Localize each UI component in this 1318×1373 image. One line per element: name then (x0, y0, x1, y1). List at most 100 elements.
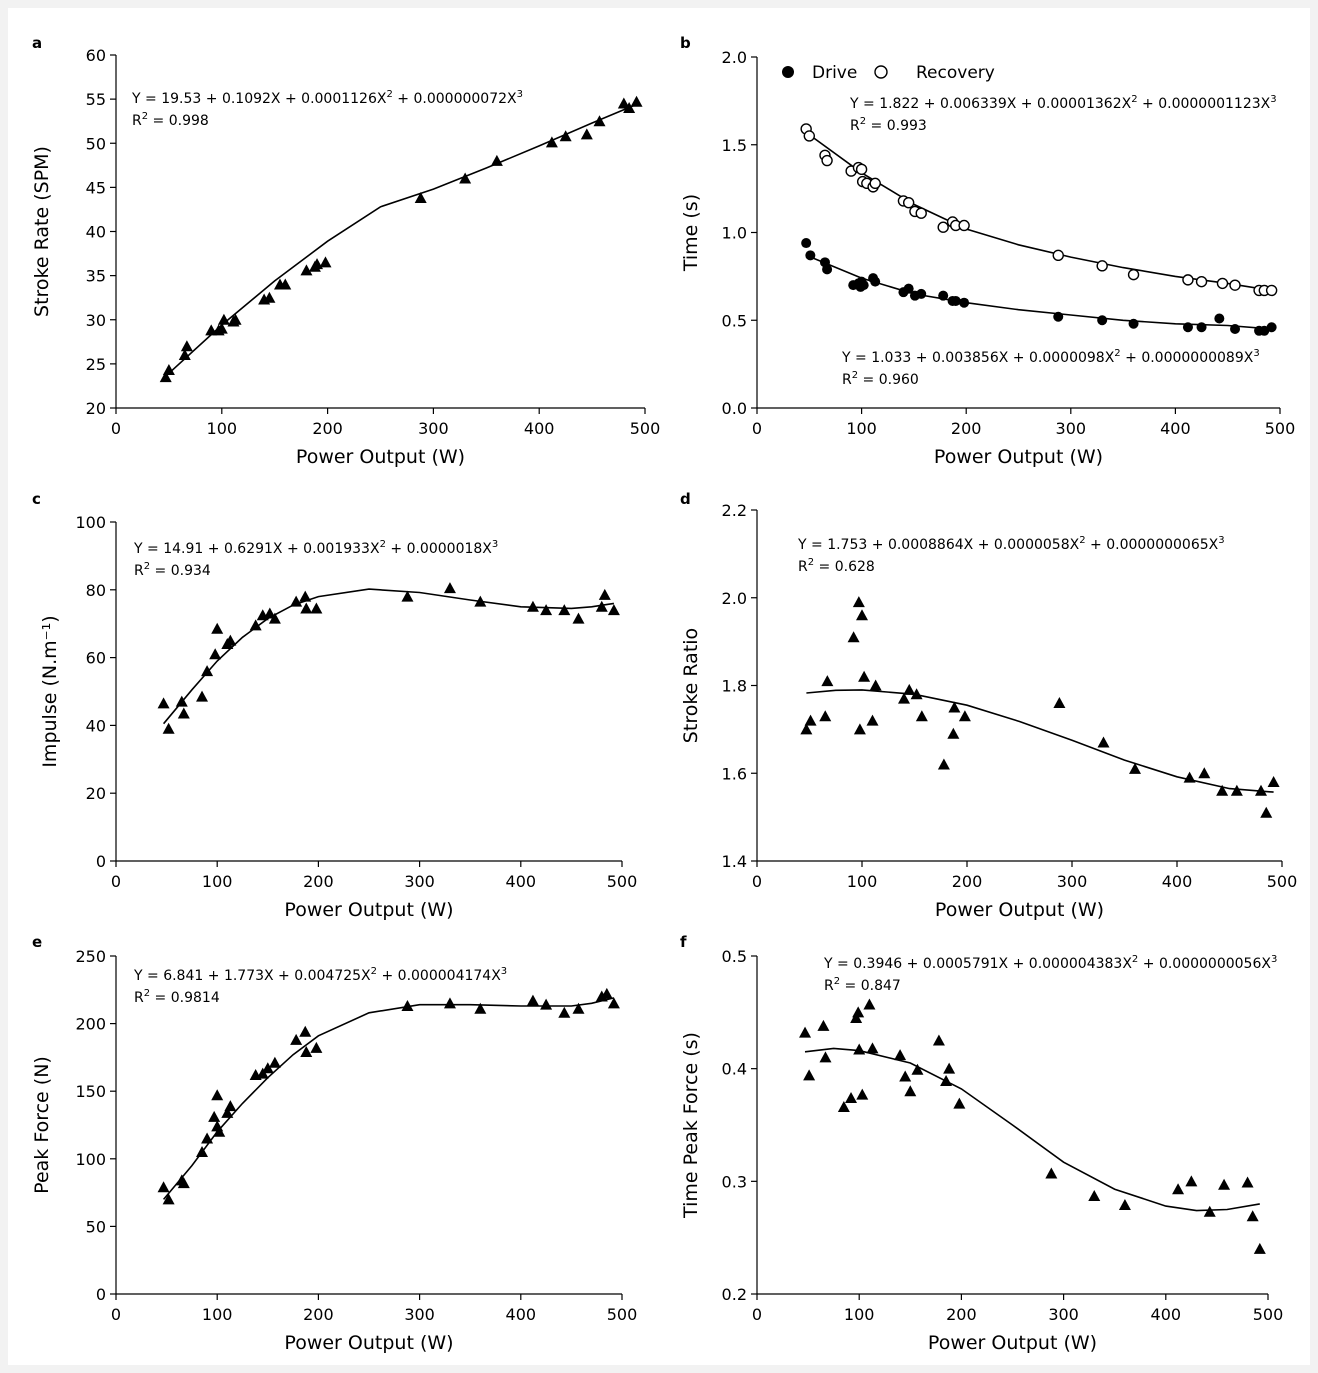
x-tick-label: 300 (418, 419, 449, 438)
equation-part: + (1008, 956, 1029, 972)
data-point-triangle (401, 1000, 414, 1012)
equation-part: 0.0000000089X (1141, 350, 1253, 366)
r-squared-value: 0.993 (887, 118, 927, 134)
r-squared-equals: = (866, 118, 887, 134)
y-tick-label: 2.0 (722, 48, 747, 67)
equation-exponent: 2 (371, 966, 377, 977)
y-tick-label: 0.3 (722, 1172, 747, 1191)
data-point-triangle (211, 1089, 224, 1101)
panel-b: b 0 100 200 300 400 500 0.0 0.5 1.0 1.5 2.0 Power Ou… (680, 34, 1295, 468)
data-point-triangle (279, 278, 292, 290)
data-point-triangle (803, 1069, 816, 1081)
panel-d: d 0 100 200 300 400 500 1.4 1.6 1.8 2.0 2.2 Power Ou… (680, 490, 1297, 921)
data-point-triangle (858, 670, 871, 682)
x-tick-label: 500 (1265, 419, 1296, 438)
data-point-triangle (526, 994, 539, 1006)
equation-part: + (377, 968, 398, 984)
r-squared-value: 0.9814 (171, 990, 220, 1006)
equation-part: 0.6291X (224, 541, 283, 557)
data-point-triangle (1185, 1175, 1198, 1187)
x-tick-label: 0 (111, 872, 121, 891)
y-tick-label: 50 (86, 134, 106, 153)
r-squared: R2 = 0.960 (842, 370, 919, 388)
data-point-drive (950, 295, 961, 306)
data-point-triangle (1097, 736, 1110, 748)
r-squared-value: 0.960 (879, 372, 919, 388)
equation-part: = (833, 956, 854, 972)
equation-part: 1.033 (871, 350, 911, 366)
equation-part: + (201, 91, 222, 107)
r-squared-exponent: 2 (144, 561, 150, 572)
r-squared: R2 = 0.998 (132, 111, 209, 129)
data-point-triangle (261, 1062, 274, 1074)
data-point-recovery (915, 207, 927, 219)
data-point-triangle (958, 710, 971, 722)
equation-part: 0.0000000065X (1106, 537, 1218, 553)
data-point-triangle (211, 622, 224, 634)
equation-exponent: 2 (380, 539, 386, 550)
panel-f: f 0 100 200 300 400 500 0.2 0.3 0.4 0.5 Power Outpu… (680, 933, 1283, 1354)
equation-part: 0.003856X (932, 350, 1009, 366)
data-point-triangle (819, 1051, 832, 1063)
data-point-recovery (1216, 277, 1229, 290)
data-point-drive (1128, 318, 1139, 329)
x-tick-label: 300 (404, 872, 435, 891)
equation-part: = (859, 96, 880, 112)
equation-part: + (1086, 537, 1107, 553)
x-axis-title: Power Output (W) (928, 1332, 1097, 1354)
data-point-triangle (162, 722, 175, 734)
equation-part: + (1138, 96, 1159, 112)
data-point-triangle (249, 619, 262, 631)
equation-exponent: 2 (386, 89, 392, 100)
data-point-triangle (915, 710, 928, 722)
legend-recovery-label: Recovery (916, 63, 995, 83)
y-axis-title: Peak Force (N) (31, 1056, 53, 1194)
r-squared: R2 = 0.934 (134, 561, 211, 579)
x-tick-label: 500 (607, 1305, 638, 1324)
equation-part: + (393, 91, 414, 107)
data-point-triangle (800, 723, 813, 735)
data-point-triangle (932, 1034, 945, 1046)
data-point-triangle (1183, 771, 1196, 783)
y-tick-label: 200 (75, 1015, 106, 1034)
y-tick-label: 150 (75, 1082, 106, 1101)
y-tick-label: 60 (86, 649, 106, 668)
data-point-triangle (821, 675, 834, 687)
data-point-triangle (1216, 784, 1229, 796)
data-point-triangle (559, 130, 572, 142)
data-point-drive (1230, 324, 1241, 335)
equation-part: + (973, 537, 994, 553)
x-tick-label: 300 (1056, 419, 1087, 438)
data-point-triangle (221, 1106, 234, 1118)
x-tick-label: 0 (111, 419, 121, 438)
data-point-triangle (177, 1177, 190, 1189)
data-point-triangle (863, 998, 876, 1010)
data-point-drive (916, 288, 927, 299)
y-tick-label: 2.0 (722, 589, 747, 608)
x-tick-label: 100 (846, 419, 877, 438)
data-point-drive (1182, 322, 1193, 333)
data-point-triangle (856, 609, 868, 621)
fit-equation: Y = 1.822 + 0.006339X + 0.00001362X2​ + … (849, 94, 1277, 112)
data-point-triangle (1246, 1210, 1259, 1222)
data-point-triangle (196, 690, 209, 702)
data-point-triangle (1267, 776, 1280, 788)
equation-part: 0.0000001123X (1158, 96, 1270, 112)
y-tick-label: 0.4 (722, 1060, 747, 1079)
data-point-triangle (580, 128, 593, 140)
equation-exponent: 2 (1131, 94, 1137, 105)
data-point-triangle (623, 101, 636, 113)
y-axis-title: Stroke Rate (SPM) (31, 146, 53, 317)
equation-part: Y (841, 350, 851, 366)
data-point-triangle (300, 1045, 313, 1057)
data-point-triangle (401, 590, 414, 602)
equation-part: 0.00001362X (1037, 96, 1132, 112)
x-tick-label: 300 (1048, 1305, 1079, 1324)
y-tick-label: 55 (86, 90, 106, 109)
y-tick-label: 60 (86, 46, 106, 65)
data-point-triangle (1129, 762, 1141, 774)
equation-part: 1.753 (827, 537, 867, 553)
equation-part: 0.1092X (222, 91, 281, 107)
data-point-triangle (866, 1042, 879, 1054)
data-point-triangle (201, 665, 214, 677)
